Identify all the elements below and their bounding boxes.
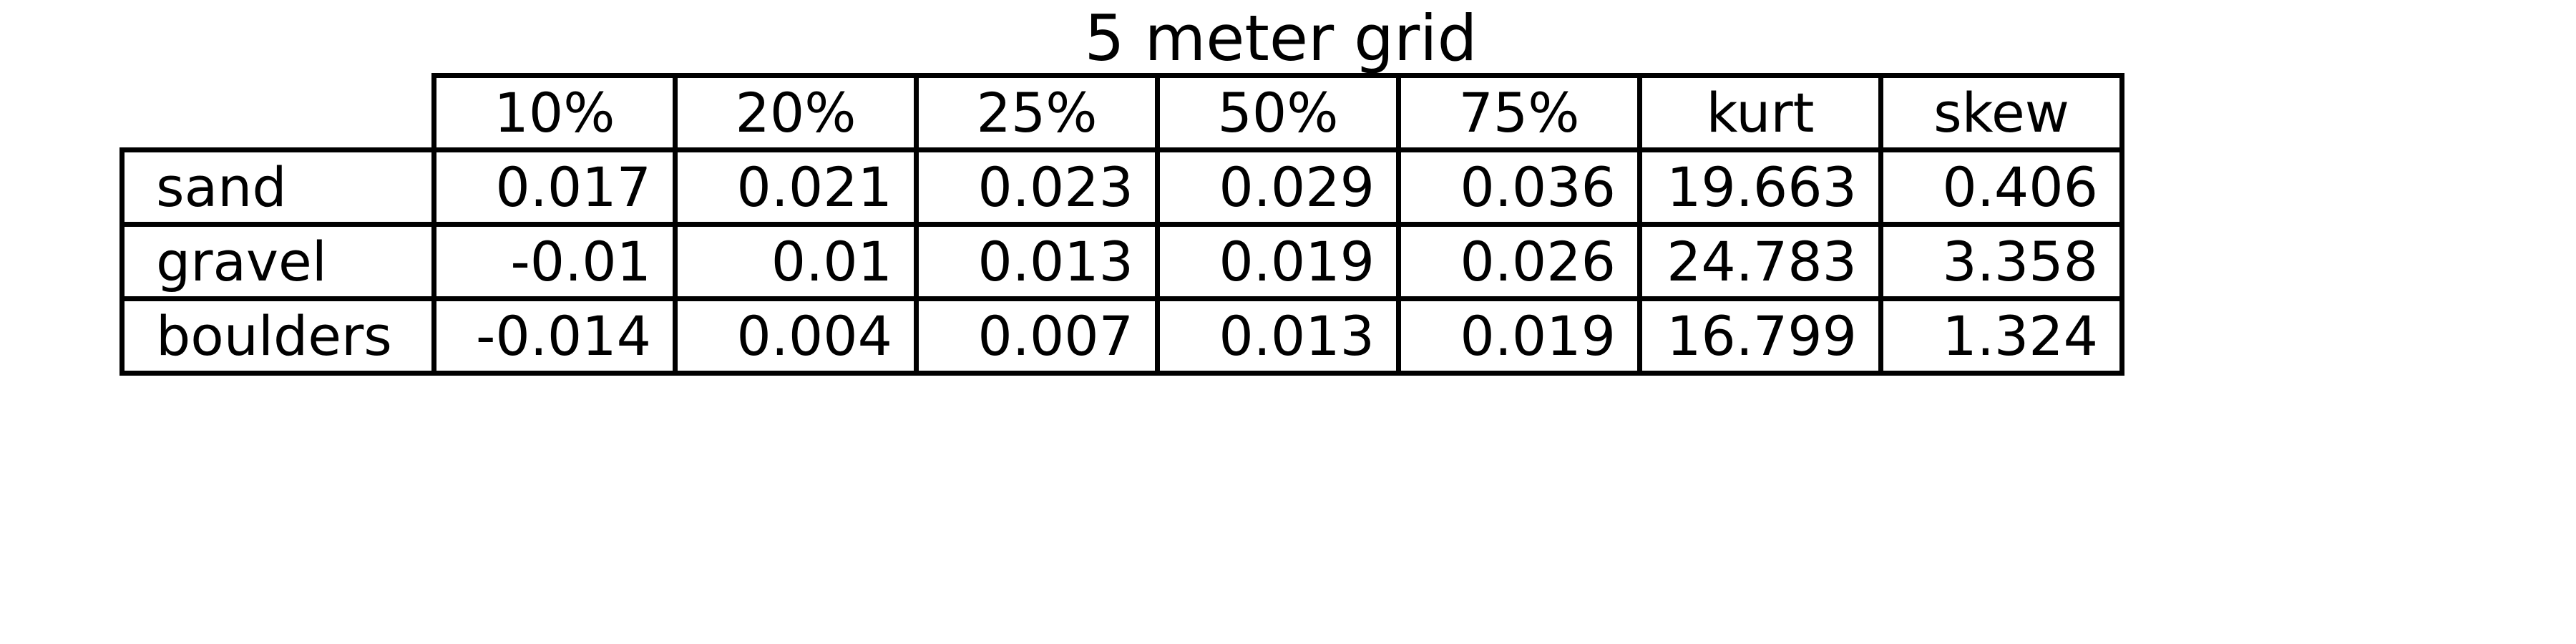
table-cell-r2-c6: 1.324 [1878,296,2124,376]
table-cell-r1-c0-text: -0.01 [510,229,651,293]
table-cell-r2-c3-text: 0.013 [1219,303,1375,368]
column-header-3: 50% [1155,73,1401,152]
table-cell-r1-c4: 0.026 [1396,222,1642,301]
column-header-1: 20% [673,73,919,152]
table-cell-r0-c2-text: 0.023 [977,155,1133,219]
table-cell-r2-c0-text: -0.014 [476,303,651,368]
row-label-0-text: sand [156,155,287,219]
table-cell-r0-c3-text: 0.029 [1219,155,1375,219]
table-cell-r0-c5-text: 19.663 [1667,155,1857,219]
table-title-text: 5 meter grid [1084,1,1478,75]
table-cell-r2-c1-text: 0.004 [736,303,892,368]
table-cell-r0-c5: 19.663 [1637,147,1883,227]
table-cell-r0-c4-text: 0.036 [1460,155,1616,219]
row-label-2-text: boulders [156,303,392,368]
column-header-1-text: 20% [735,80,857,145]
table-cell-r1-c3: 0.019 [1155,222,1401,301]
table-cell-r0-c2: 0.023 [914,147,1160,227]
row-label-2: boulders [119,296,436,376]
table-cell-r2-c1: 0.004 [673,296,919,376]
table-cell-r2-c3: 0.013 [1155,296,1401,376]
column-header-0: 10% [431,73,678,152]
table-cell-r1-c4-text: 0.026 [1460,229,1616,293]
column-header-4: 75% [1396,73,1642,152]
table-cell-r2-c5-text: 16.799 [1667,303,1857,368]
table-cell-r1-c2: 0.013 [914,222,1160,301]
column-header-5-text: kurt [1706,80,1815,145]
column-header-6-text: skew [1933,80,2069,145]
table-cell-r1-c5: 24.783 [1637,222,1883,301]
table-title: 5 meter grid [0,3,2576,74]
column-header-2-text: 25% [976,80,1098,145]
table-cell-r0-c0-text: 0.017 [495,155,651,219]
table-cell-r1-c0: -0.01 [431,222,678,301]
column-header-5: kurt [1637,73,1883,152]
table-cell-r2-c6-text: 1.324 [1942,303,2098,368]
table-cell-r1-c6: 3.358 [1878,222,2124,301]
table-cell-r0-c6-text: 0.406 [1942,155,2098,219]
column-header-6: skew [1878,73,2124,152]
row-label-1: gravel [119,222,436,301]
column-header-3-text: 50% [1217,80,1339,145]
table-cell-r1-c1: 0.01 [673,222,919,301]
table-cell-r0-c6: 0.406 [1878,147,2124,227]
table-cell-r2-c2: 0.007 [914,296,1160,376]
table-cell-r1-c5-text: 24.783 [1667,229,1857,293]
table-cell-r0-c0: 0.017 [431,147,678,227]
column-header-4-text: 75% [1458,80,1580,145]
table-cell-r0-c4: 0.036 [1396,147,1642,227]
table-cell-r2-c0: -0.014 [431,296,678,376]
table-cell-r1-c2-text: 0.013 [977,229,1133,293]
table-cell-r2-c4-text: 0.019 [1460,303,1616,368]
table-cell-r0-c1-text: 0.021 [736,155,892,219]
row-label-0: sand [119,147,436,227]
table-cell-r0-c3: 0.029 [1155,147,1401,227]
column-header-0-text: 10% [494,80,615,145]
column-header-2: 25% [914,73,1160,152]
table-cell-r2-c2-text: 0.007 [977,303,1133,368]
table-cell-r1-c6-text: 3.358 [1942,229,2098,293]
row-label-1-text: gravel [156,229,327,293]
table-cell-r2-c4: 0.019 [1396,296,1642,376]
table-cell-r0-c1: 0.021 [673,147,919,227]
table-cell-r1-c3-text: 0.019 [1219,229,1375,293]
table-cell-r1-c1-text: 0.01 [771,229,892,293]
table-cell-r2-c5: 16.799 [1637,296,1883,376]
